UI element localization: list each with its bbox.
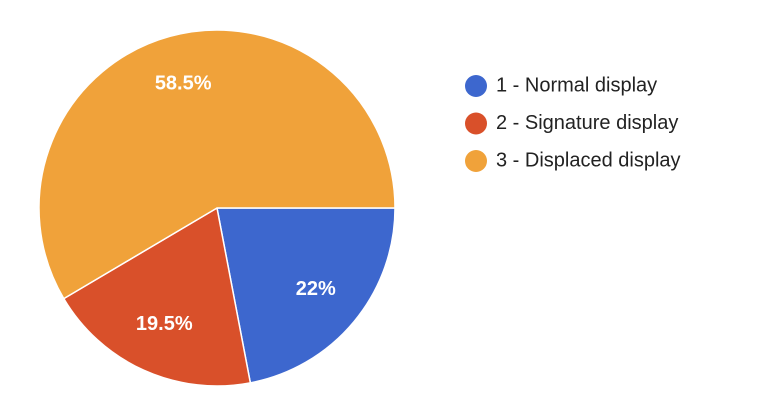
slice-label: 22% [296,278,336,300]
legend-label: 1 - Normal display [496,74,657,96]
legend-marker [465,150,487,172]
legend-label: 3 - Displaced display [496,149,681,171]
pie-slice [38,29,396,300]
legend-marker [465,112,487,135]
legend-label: 2 - Signature display [496,112,678,134]
pie-slice [62,206,252,387]
slice-label: 19.5% [136,313,193,335]
legend-marker [465,75,487,97]
pie-slice [216,207,396,384]
slice-label: 58.5% [155,73,212,95]
